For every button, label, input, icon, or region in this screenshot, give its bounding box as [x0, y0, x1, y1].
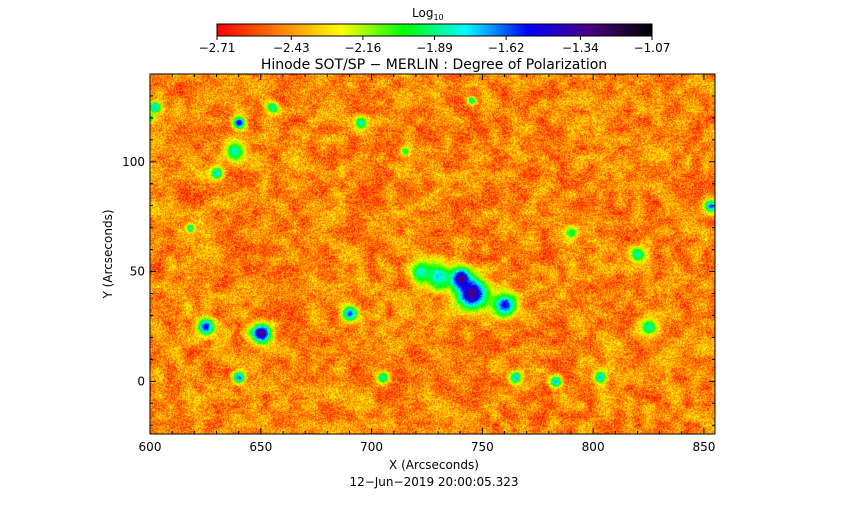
colorbar: Log10 −2.71 −2.43 −2.16 −1.89 −1.62 −1.34 −1.0… — [199, 6, 671, 55]
x-tick-label: 850 — [692, 440, 715, 454]
plot-frame — [149, 73, 716, 435]
colorbar-tick-label: −2.43 — [273, 41, 310, 55]
colorbar-tick-label: −1.34 — [562, 41, 599, 55]
x-tick-label: 600 — [139, 440, 162, 454]
plot-area: 600 650 700 750 800 850 0 50 100 — [122, 73, 716, 454]
colorbar-gradient — [216, 23, 653, 37]
colorbar-tick-label: −1.89 — [416, 41, 453, 55]
colorbar-label-subscript: 10 — [433, 13, 443, 22]
chart-title: Hinode SOT/SP − MERLIN : Degree of Polar… — [261, 57, 607, 73]
x-tick-label: 650 — [249, 440, 272, 454]
y-tick-label: 100 — [122, 155, 145, 169]
y-axis-label: Y (Arcseconds) — [101, 209, 115, 299]
y-tick-label: 0 — [137, 374, 145, 388]
colorbar-tick-label: −2.16 — [344, 41, 381, 55]
x-tick-label: 700 — [360, 440, 383, 454]
y-tick-label: 50 — [130, 265, 145, 279]
x-tick-label: 800 — [582, 440, 605, 454]
colorbar-tick-label: −1.62 — [488, 41, 525, 55]
heatmap-image — [150, 74, 715, 434]
x-tick-label: 750 — [471, 440, 494, 454]
timestamp: 12−Jun−2019 20:00:05.323 — [349, 475, 518, 489]
colorbar-label: Log10 — [412, 6, 444, 22]
colorbar-tick-label: −1.07 — [634, 41, 671, 55]
colorbar-tick-label: −2.71 — [199, 41, 236, 55]
x-axis-label: X (Arcseconds) — [389, 458, 479, 472]
